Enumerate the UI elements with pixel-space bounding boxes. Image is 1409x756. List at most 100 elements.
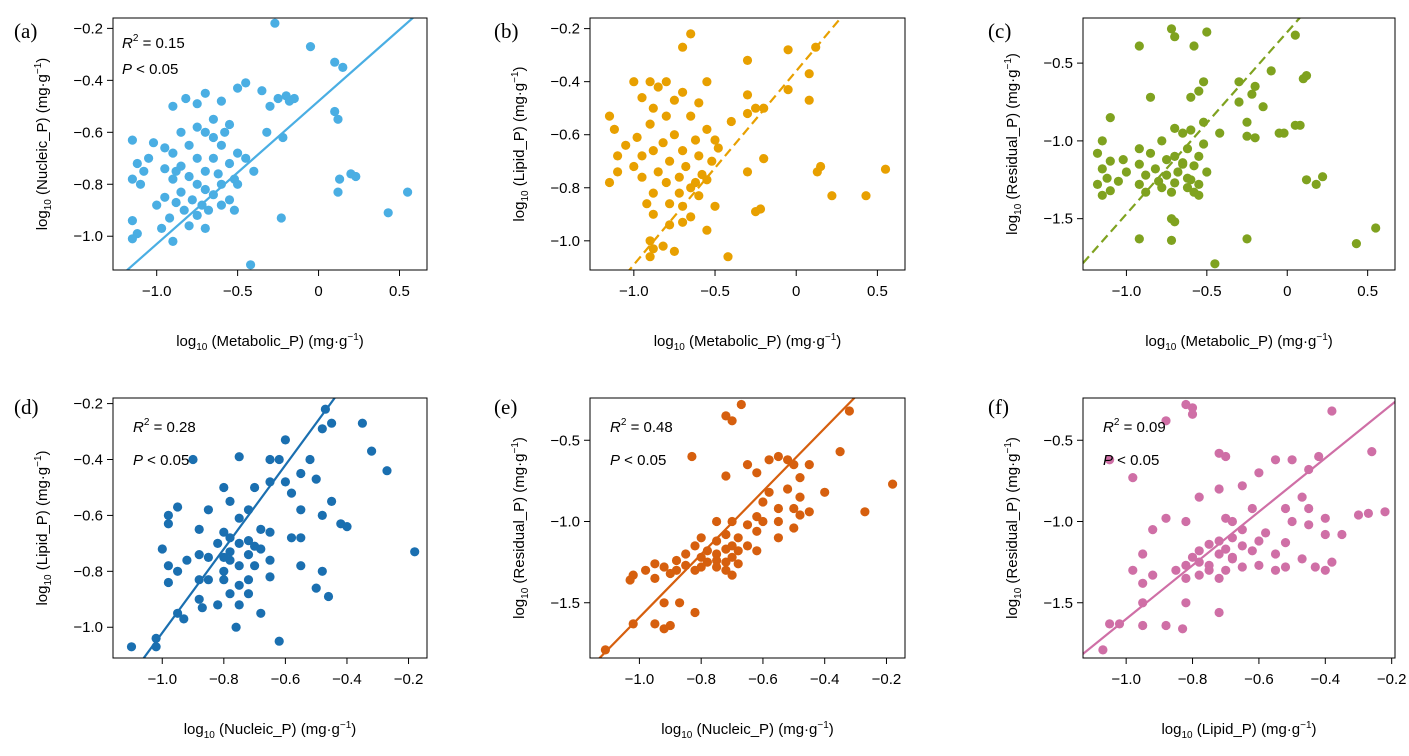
data-point <box>173 502 183 512</box>
data-point <box>621 140 631 150</box>
data-point <box>752 511 762 522</box>
data-point <box>1138 578 1148 588</box>
data-point <box>286 533 297 543</box>
data-point <box>163 510 173 520</box>
x-tick-label: 0 <box>1283 283 1291 300</box>
data-point <box>243 589 254 599</box>
data-point <box>1170 123 1180 133</box>
data-point <box>764 455 774 465</box>
data-point <box>1250 133 1260 143</box>
data-point <box>231 622 241 632</box>
data-point <box>200 127 210 137</box>
data-point <box>1105 156 1115 166</box>
data-point <box>1189 41 1199 51</box>
data-point <box>1189 161 1199 171</box>
data-point <box>225 555 235 565</box>
data-point <box>192 153 202 163</box>
y-tick-label: −0.2 <box>73 20 103 37</box>
y-tick-label: −0.6 <box>550 127 580 144</box>
data-point <box>669 246 680 256</box>
data-point <box>256 544 266 554</box>
data-point <box>742 520 753 530</box>
data-point <box>1280 538 1291 548</box>
data-point <box>653 82 663 92</box>
data-point <box>284 96 294 106</box>
data-point <box>641 565 651 575</box>
data-point <box>1351 239 1361 249</box>
x-tick-label: −0.8 <box>686 671 716 688</box>
data-point <box>752 468 762 478</box>
data-point <box>208 153 218 163</box>
data-point <box>229 205 239 215</box>
x-tick-label: −1.0 <box>142 283 172 300</box>
data-point <box>1178 624 1188 634</box>
data-point <box>712 536 722 546</box>
data-point <box>681 549 691 559</box>
data-point <box>160 192 170 202</box>
data-point <box>1270 455 1281 465</box>
data-points <box>126 404 420 652</box>
data-point <box>357 418 367 428</box>
data-point <box>157 544 167 554</box>
plot-frame <box>112 397 428 659</box>
data-point <box>1194 179 1204 189</box>
data-point <box>1258 102 1268 112</box>
regression-line <box>598 398 856 658</box>
x-tick-label: −0.5 <box>700 283 730 300</box>
x-axis-label: log10 (Nucleic_P) (mg·g−1) <box>184 720 357 741</box>
data-point <box>632 132 642 142</box>
data-point <box>144 153 154 163</box>
data-point <box>127 234 137 244</box>
data-point <box>280 477 290 487</box>
data-point <box>243 575 254 585</box>
data-point <box>1237 562 1247 572</box>
data-point <box>225 589 235 599</box>
data-point <box>751 103 761 113</box>
data-point <box>835 447 845 457</box>
data-point <box>1166 235 1177 245</box>
data-point <box>192 99 202 109</box>
x-tick-label: −0.4 <box>810 671 840 688</box>
data-point <box>1166 24 1177 34</box>
data-point <box>653 167 663 177</box>
data-point <box>1170 32 1180 42</box>
data-point <box>645 252 655 262</box>
data-point <box>1353 510 1364 520</box>
data-point <box>1254 560 1264 571</box>
data-point <box>1287 516 1297 527</box>
data-point <box>1194 492 1204 502</box>
data-point <box>139 166 149 176</box>
data-point <box>1148 570 1158 580</box>
data-point <box>702 225 712 235</box>
data-point <box>674 172 684 182</box>
plot-frame <box>1082 17 1396 271</box>
y-tick-label: −1.0 <box>73 619 103 636</box>
data-point <box>335 174 345 184</box>
data-point <box>1199 77 1209 87</box>
data-point <box>1254 536 1264 546</box>
data-point <box>1128 473 1138 483</box>
data-point <box>1247 503 1257 514</box>
data-point <box>213 600 223 610</box>
data-point <box>613 167 623 177</box>
data-point <box>171 197 181 208</box>
y-tick-label: −1.5 <box>1043 211 1073 228</box>
data-point <box>1301 175 1312 185</box>
panel-e: −1.0 −0.8 −0.6 −0.4 −0.2 −1.5 −1.0 −0.5 log10 (N… <box>494 395 906 741</box>
data-point <box>234 561 244 571</box>
data-point <box>1097 164 1107 174</box>
data-point <box>645 77 655 87</box>
regression-line <box>1083 400 1395 655</box>
data-point <box>648 244 658 254</box>
data-point <box>219 527 229 537</box>
data-point <box>200 184 210 195</box>
data-point <box>804 95 814 105</box>
data-point <box>1297 554 1307 564</box>
data-point <box>661 177 671 188</box>
data-point <box>216 200 226 210</box>
data-point <box>160 164 170 174</box>
data-point <box>702 175 712 185</box>
y-tick-label: −0.8 <box>550 180 580 197</box>
data-point <box>1092 148 1103 158</box>
data-point <box>1214 573 1224 584</box>
